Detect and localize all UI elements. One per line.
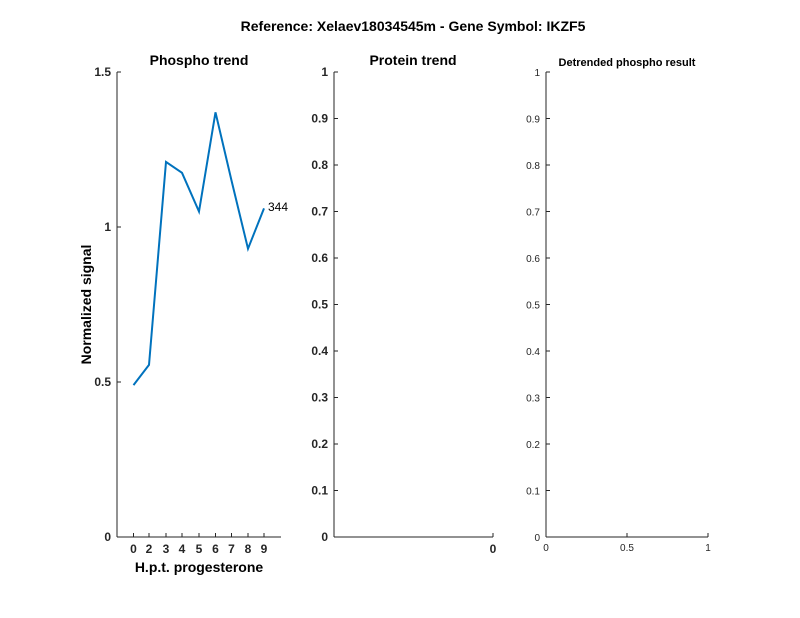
protein-y-tick-label: 0.8 xyxy=(311,158,328,172)
phospho-point-annotation: 344 xyxy=(268,200,288,214)
detrended-x-tick-label: 0.5 xyxy=(620,543,634,554)
protein-y-tick-label: 0.9 xyxy=(311,112,328,126)
phospho-y-tick-label: 0 xyxy=(104,530,111,544)
detrended-y-tick-label: 0.7 xyxy=(526,208,540,219)
phospho-trend-title: Phospho trend xyxy=(150,52,249,68)
detrended-y-ticks: 0 0.1 0.2 0.3 0.4 0.5 0.6 0.7 0.8 0.9 1 xyxy=(526,68,550,544)
phospho-x-tick-label: 0 xyxy=(130,542,137,556)
phospho-x-tick-label: 4 xyxy=(179,542,186,556)
protein-y-ticks: 0 0.1 0.2 0.3 0.4 0.5 0.6 0.7 0.8 0.9 1 xyxy=(311,65,338,544)
phospho-x-tick-label: 9 xyxy=(261,542,268,556)
detrended-y-tick-label: 0.5 xyxy=(526,301,540,312)
protein-trend-panel: Protein trend 00.10.20.30.40.50.60.70.80… xyxy=(311,52,496,556)
detrended-y-tick-label: 0.1 xyxy=(526,487,540,498)
protein-y-tick-label: 0.6 xyxy=(311,251,328,265)
detrended-y-tick-label: 0 xyxy=(534,533,540,544)
detrended-x-tick-label: 1 xyxy=(705,543,711,554)
detrended-y-tick-label: 0.8 xyxy=(526,161,540,172)
detrended-panel: Detrended phospho result 0 0.1 0.2 0.3 0.4 0.… xyxy=(526,57,711,554)
phospho-y-tick-label: 1 xyxy=(104,220,111,234)
phospho-x-tick-label: 3 xyxy=(163,542,170,556)
phospho-x-tick-label: 8 xyxy=(245,542,252,556)
protein-y-tick-label: 1 xyxy=(321,65,328,79)
detrended-title: Detrended phospho result xyxy=(559,57,696,69)
protein-y-tick-label: 0.3 xyxy=(311,391,328,405)
phospho-y-tick-label: 1.5 xyxy=(94,65,111,79)
protein-x-ticks: 0 xyxy=(490,533,497,556)
phospho-x-tick-label: 7 xyxy=(228,542,235,556)
detrended-x-ticks: 0 0.5 1 xyxy=(543,533,711,554)
detrended-y-tick-label: 0.4 xyxy=(526,347,540,358)
detrended-y-tick-label: 0.3 xyxy=(526,394,540,405)
phospho-x-tick-label: 2 xyxy=(146,542,153,556)
detrended-x-tick-label: 0 xyxy=(543,543,549,554)
phospho-y-ticks: 0 0.5 1 1.5 xyxy=(94,65,121,544)
phospho-x-tick-label: 6 xyxy=(212,542,219,556)
detrended-y-tick-label: 1 xyxy=(534,68,540,79)
protein-y-tick-label: 0.7 xyxy=(311,205,328,219)
detrended-y-tick-label: 0.9 xyxy=(526,115,540,126)
protein-y-tick-label: 0.1 xyxy=(311,484,328,498)
phospho-y-tick-label: 0.5 xyxy=(94,375,111,389)
detrended-y-tick-label: 0.6 xyxy=(526,254,540,265)
protein-y-tick-label: 0.2 xyxy=(311,437,328,451)
phospho-series-line xyxy=(132,112,265,386)
protein-trend-title: Protein trend xyxy=(369,52,456,68)
figure-suptitle: Reference: Xelaev18034545m - Gene Symbol… xyxy=(241,18,586,34)
protein-y-tick-label: 0 xyxy=(321,530,328,544)
phospho-y-axis-label: Normalized signal xyxy=(78,245,94,365)
protein-y-tick-label: 0.5 xyxy=(311,298,328,312)
protein-x-tick-label: 0 xyxy=(490,542,497,556)
phospho-x-tick-label: 5 xyxy=(196,542,203,556)
protein-y-tick-label: 0.4 xyxy=(311,344,328,358)
phospho-x-axis-label: H.p.t. progesterone xyxy=(135,559,264,575)
detrended-y-tick-label: 0.2 xyxy=(526,440,540,451)
